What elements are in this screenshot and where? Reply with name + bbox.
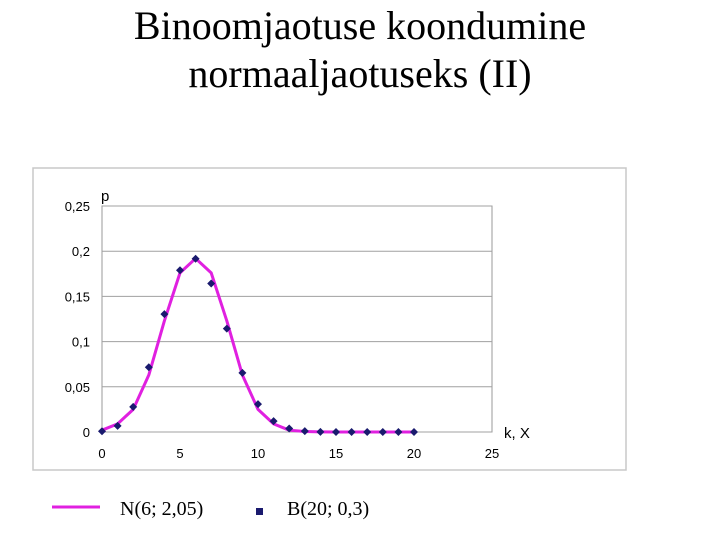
data-point-binomial <box>378 428 387 436</box>
slide-title-line-1: Binoomjaotuse koondumine <box>133 3 587 48</box>
legend-entry-binomial: B(20; 0,3) <box>287 498 370 520</box>
y-tick-label: 0,15 <box>65 289 90 304</box>
data-point-binomial <box>285 424 294 433</box>
data-point-binomial <box>144 363 153 372</box>
data-point-binomial <box>176 266 184 275</box>
x-tick-label: 5 <box>176 446 183 461</box>
data-point-binomial <box>222 324 231 333</box>
slide-title: Binoomjaotuse koondumine normaaljaotusek… <box>0 2 720 98</box>
slide-title-line-2: normaaljaotuseks (II) <box>188 51 532 96</box>
data-point-binomial <box>98 427 106 436</box>
data-point-binomial <box>363 428 372 436</box>
series-line-normal <box>101 256 414 434</box>
y-tick-label: 0,05 <box>65 380 90 395</box>
data-point-binomial <box>160 310 169 319</box>
gridlines <box>101 205 493 433</box>
x-axis-label: k, X <box>504 425 530 442</box>
data-point-binomial <box>316 427 325 436</box>
data-point-binomial <box>238 368 247 377</box>
y-axis-label: p <box>101 188 109 205</box>
y-tick-label: 0,1 <box>72 335 90 350</box>
series-layer <box>98 254 418 436</box>
legend-entry-normal: N(6; 2,05) <box>120 498 204 520</box>
x-tick-label: 25 <box>485 446 499 461</box>
y-tick-label: 0 <box>83 425 90 440</box>
x-tick-label: 20 <box>407 446 421 461</box>
data-point-binomial <box>410 428 418 436</box>
legend-marker-swatch <box>256 508 263 515</box>
data-point-binomial <box>207 279 216 288</box>
data-point-binomial <box>191 254 200 263</box>
data-point-binomial <box>300 427 309 436</box>
data-point-binomial <box>129 402 138 411</box>
x-tick-label: 10 <box>251 446 265 461</box>
data-point-binomial <box>254 400 262 409</box>
y-tick-label: 0,2 <box>72 244 90 259</box>
data-point-binomial <box>269 417 278 426</box>
x-tick-label: 15 <box>329 446 343 461</box>
y-tick-label: 0,25 <box>65 199 90 214</box>
data-point-binomial <box>113 421 122 430</box>
y-tick-labels: 0 0,05 0,1 0,15 0,2 0,25 <box>65 199 90 440</box>
data-point-binomial <box>332 428 340 436</box>
x-tick-label: 0 <box>98 446 105 461</box>
x-tick-labels: 0 5 10 15 20 25 <box>98 446 499 461</box>
data-point-binomial <box>347 428 356 436</box>
chart-area-frame <box>32 167 627 471</box>
data-point-binomial <box>394 428 403 436</box>
